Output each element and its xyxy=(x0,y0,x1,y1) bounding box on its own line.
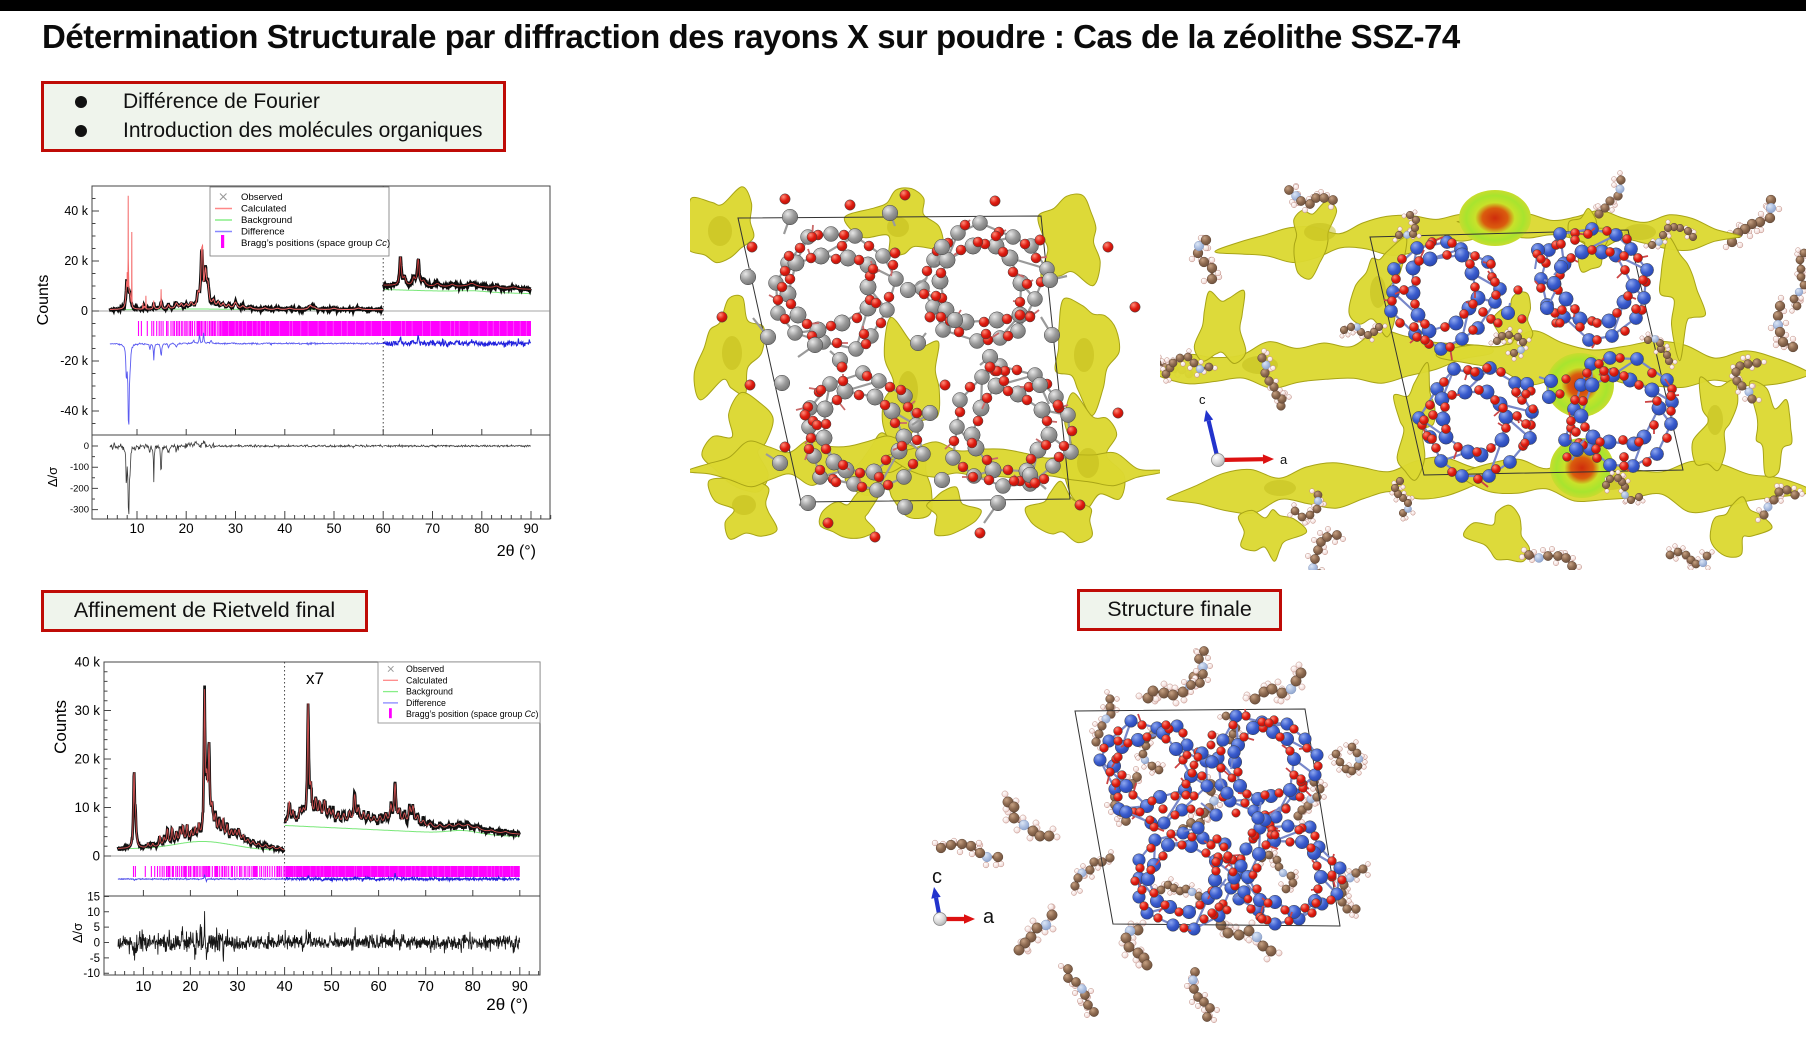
svg-text:40 k: 40 k xyxy=(74,655,100,670)
svg-text:80: 80 xyxy=(465,979,481,995)
svg-text:30: 30 xyxy=(229,979,245,995)
svg-text:0: 0 xyxy=(92,849,100,864)
svg-text:Difference: Difference xyxy=(406,698,446,708)
svg-text:0: 0 xyxy=(94,938,100,950)
svg-text:20: 20 xyxy=(179,521,194,536)
svg-text:10: 10 xyxy=(135,979,151,995)
svg-text:30: 30 xyxy=(228,521,243,536)
svg-text:-5: -5 xyxy=(90,953,100,965)
svg-text:2θ (°): 2θ (°) xyxy=(486,995,528,1014)
svg-text:15: 15 xyxy=(87,892,100,904)
svg-text:Background: Background xyxy=(241,215,292,226)
svg-text:70: 70 xyxy=(418,979,434,995)
svg-text:c: c xyxy=(1199,392,1206,407)
svg-text:40: 40 xyxy=(277,979,293,995)
svg-text:-10: -10 xyxy=(83,968,100,980)
svg-text:40: 40 xyxy=(277,521,292,536)
svg-text:Observed: Observed xyxy=(241,192,283,203)
svg-text:Δ/σ: Δ/σ xyxy=(45,467,60,487)
svg-text:60: 60 xyxy=(371,979,387,995)
svg-text:-40 k: -40 k xyxy=(60,404,89,418)
svg-text:90: 90 xyxy=(512,979,528,995)
svg-text:Observed: Observed xyxy=(406,664,444,674)
svg-text:60: 60 xyxy=(376,521,391,536)
svg-text:90: 90 xyxy=(523,521,538,536)
svg-text:10: 10 xyxy=(87,907,100,919)
svg-text:30 k: 30 k xyxy=(74,703,100,718)
svg-text:Bragg’s position (space group: Bragg’s position (space group Cc) xyxy=(406,709,538,719)
svg-text:2θ (°): 2θ (°) xyxy=(497,543,536,560)
svg-text:0: 0 xyxy=(81,304,88,318)
svg-text:Bragg’s positions (space group: Bragg’s positions (space group Cc) xyxy=(241,238,390,249)
svg-text:c: c xyxy=(932,866,942,888)
svg-text:-100: -100 xyxy=(70,462,89,473)
svg-text:Δ/σ: Δ/σ xyxy=(70,923,85,943)
svg-text:-200: -200 xyxy=(70,483,89,494)
svg-text:5: 5 xyxy=(94,922,100,934)
svg-text:-20 k: -20 k xyxy=(60,354,89,368)
svg-text:x7: x7 xyxy=(306,669,324,688)
svg-text:a: a xyxy=(983,906,995,928)
svg-text:Difference: Difference xyxy=(241,227,285,238)
svg-text:-300: -300 xyxy=(70,505,89,516)
svg-text:Calculated: Calculated xyxy=(406,675,448,685)
svg-text:Calculated: Calculated xyxy=(241,204,286,215)
svg-text:50: 50 xyxy=(324,979,340,995)
svg-text:a: a xyxy=(1280,452,1288,467)
svg-text:50: 50 xyxy=(326,521,341,536)
svg-text:20 k: 20 k xyxy=(64,254,88,268)
svg-text:40 k: 40 k xyxy=(64,204,88,218)
svg-text:80: 80 xyxy=(474,521,489,536)
svg-text:20: 20 xyxy=(182,979,198,995)
svg-text:0: 0 xyxy=(84,441,89,452)
svg-text:10: 10 xyxy=(129,521,144,536)
svg-text:Background: Background xyxy=(406,687,453,697)
svg-text:Counts: Counts xyxy=(51,700,70,754)
svg-text:70: 70 xyxy=(425,521,440,536)
svg-text:10 k: 10 k xyxy=(74,800,100,815)
svg-text:Counts: Counts xyxy=(35,275,52,326)
svg-text:20 k: 20 k xyxy=(74,752,100,767)
